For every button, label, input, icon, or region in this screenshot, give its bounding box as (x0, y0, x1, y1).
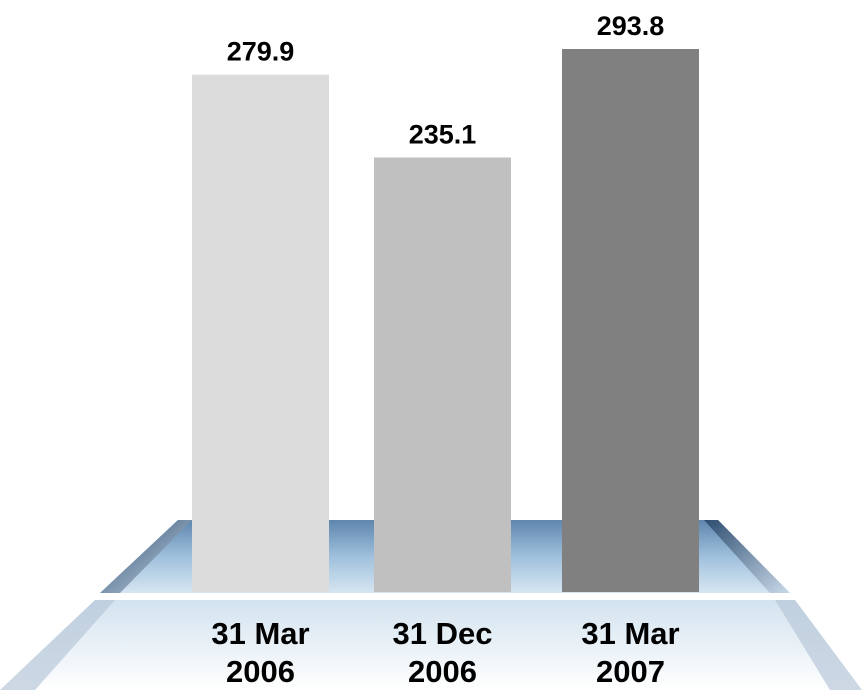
x-tick-label: 2006 (408, 654, 477, 689)
bar (192, 74, 329, 592)
bar (562, 49, 699, 592)
value-label: 293.8 (597, 11, 665, 41)
bar (374, 157, 511, 592)
value-label: 235.1 (409, 119, 477, 149)
x-tick-label: 31 Mar (581, 616, 679, 651)
x-tick-label: 31 Dec (393, 616, 493, 651)
x-tick-label: 2007 (596, 654, 665, 689)
x-tick-label: 31 Mar (211, 616, 309, 651)
value-label: 279.9 (227, 37, 295, 67)
x-tick-label: 2006 (226, 654, 295, 689)
